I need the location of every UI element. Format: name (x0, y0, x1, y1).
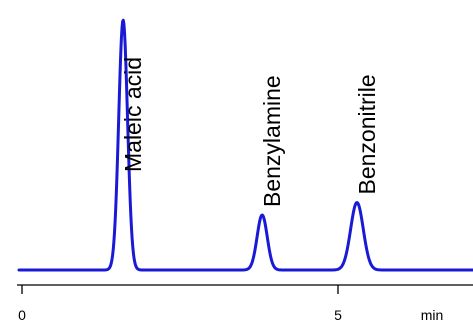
peak-label: Maleic acid (120, 57, 146, 172)
peak-label: Benzylamine (259, 75, 285, 207)
x-tick-label: 5 (334, 307, 342, 323)
x-axis-ticks: 0510 (18, 285, 342, 323)
x-axis-unit-label: min (421, 307, 444, 323)
peak-label: Benzonitrile (354, 74, 380, 194)
x-tick-label: 0 (18, 307, 26, 323)
peak-labels: Maleic acid Benzylamine Benzonitrile (120, 57, 380, 207)
chromatogram-trace (17, 18, 473, 272)
